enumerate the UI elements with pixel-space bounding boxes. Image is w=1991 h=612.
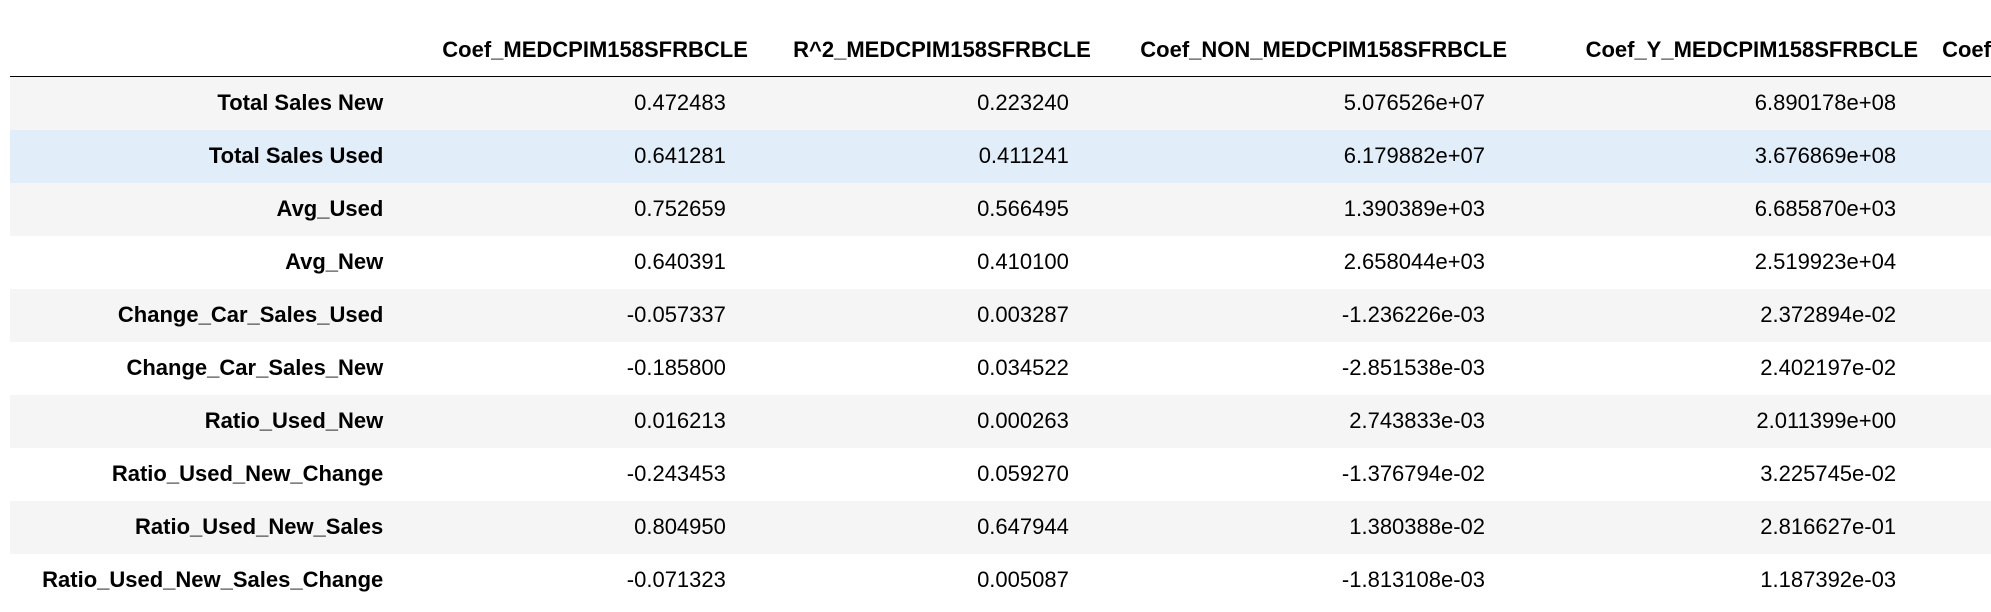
table-cell: 0.034522	[977, 355, 1069, 380]
table-cell: 2.816627e-01	[1760, 514, 1897, 539]
table-cell-clipped	[1918, 342, 1991, 395]
table-cell: 0.566495	[977, 196, 1069, 221]
row-index-label: Avg_New	[285, 249, 384, 274]
table-cell: 0.752659	[634, 196, 726, 221]
table-cell: -0.185800	[626, 355, 726, 380]
table-cell-clipped	[1918, 448, 1991, 501]
table-cell: 2.658044e+03	[1343, 249, 1486, 274]
table-cell: 6.685870e+03	[1754, 196, 1897, 221]
table-cell-clipped	[1918, 183, 1991, 236]
table-cell-clipped	[1918, 501, 1991, 554]
column-header: Coef_MEDCPIM158SFRBCLE	[406, 28, 748, 77]
table-cell: -1.813108e-03	[1341, 567, 1486, 592]
table-cell: 1.380388e-02	[1349, 514, 1486, 539]
table-cell: 0.005087	[977, 567, 1069, 592]
table-cell: 2.743833e-03	[1349, 408, 1486, 433]
row-index-label: Avg_Used	[276, 196, 384, 221]
table-cell: 0.000263	[977, 408, 1069, 433]
table-cell-clipped	[1918, 289, 1991, 342]
table-row: Ratio_Used_New_Change -0.243453 0.059270 -1…	[10, 447, 1991, 501]
header-row: Coef_MEDCPIM158SFRBCLE R^2_MEDCPIM158SFR…	[10, 28, 1991, 77]
table-cell-clipped	[1918, 130, 1991, 183]
table-cell: 0.641281	[634, 143, 726, 168]
table-cell: 0.411241	[978, 143, 1069, 168]
table-cell: -1.376794e-02	[1341, 461, 1486, 486]
table-cell: 2.519923e+04	[1754, 249, 1897, 274]
table-row: Total Sales New 0.472483 0.223240 5.076526e…	[10, 76, 1991, 130]
column-header: R^2_MEDCPIM158SFRBCLE	[747, 28, 1091, 77]
row-index-label: Total Sales Used	[208, 143, 384, 168]
table-cell: 6.890178e+08	[1754, 90, 1897, 116]
column-header: Coef	[1918, 28, 1991, 77]
table-cell: 3.225745e-02	[1760, 461, 1897, 486]
table-row: Ratio_Used_New_Sales_Change -0.071323 0.00…	[10, 553, 1991, 607]
table-row: Change_Car_Sales_New -0.185800 0.034522 -2.…	[10, 341, 1991, 395]
table-cell-clipped	[1918, 554, 1991, 607]
table-cell: 3.676869e+08	[1754, 143, 1897, 168]
table-cell: 1.187392e-03	[1760, 567, 1897, 592]
table-cell: 2.372894e-02	[1760, 302, 1897, 327]
table-header: Coef_MEDCPIM158SFRBCLE R^2_MEDCPIM158SFR…	[10, 28, 1991, 77]
table-cell: 5.076526e+07	[1343, 90, 1486, 116]
row-index-label: Total Sales New	[217, 90, 384, 116]
table-cell: -2.851538e-03	[1341, 355, 1486, 380]
row-index-label: Ratio_Used_New	[204, 408, 384, 433]
table-cell: 0.804950	[634, 514, 726, 539]
table-row: Ratio_Used_New 0.016213 0.000263 2.743833e-…	[10, 394, 1991, 448]
table-row: Total Sales Used 0.641281 0.411241 6.179882…	[10, 129, 1991, 183]
table-cell: 1.390389e+03	[1343, 196, 1486, 221]
table-cell: -0.057337	[626, 302, 726, 327]
table-body: Total Sales New 0.472483 0.223240 5.076526e…	[10, 76, 1991, 607]
table-cell: 0.647944	[977, 514, 1069, 539]
table-cell: 0.016213	[634, 408, 726, 433]
table-cell: -0.071323	[626, 567, 726, 592]
table-cell: -1.236226e-03	[1341, 302, 1486, 327]
row-index-label: Ratio_Used_New_Sales_Change	[42, 567, 384, 592]
row-index-label: Change_Car_Sales_Used	[117, 302, 384, 327]
table-cell-clipped	[1918, 395, 1991, 448]
table-row: Change_Car_Sales_Used -0.057337 0.003287 -1…	[10, 288, 1991, 342]
table-cell: 2.402197e-02	[1760, 355, 1897, 380]
column-header: Coef_Y_MEDCPIM158SFRBCLE	[1507, 28, 1919, 77]
table-row: Avg_New 0.640391 0.410100 2.658044e+03 2.519…	[10, 235, 1991, 289]
table-cell: 0.223240	[977, 90, 1069, 116]
index-header	[10, 28, 407, 77]
table-cell: 0.003287	[977, 302, 1069, 327]
table-cell: -0.243453	[626, 461, 726, 486]
table-cell-clipped	[1918, 77, 1991, 130]
row-index-label: Ratio_Used_New_Sales	[135, 514, 384, 539]
row-index-label: Change_Car_Sales_New	[126, 355, 384, 380]
table-cell: 0.410100	[977, 249, 1069, 274]
table-cell: 6.179882e+07	[1343, 143, 1486, 168]
table-row: Avg_Used 0.752659 0.566495 1.390389e+03 6.68…	[10, 182, 1991, 236]
dataframe-table: Coef_MEDCPIM158SFRBCLE R^2_MEDCPIM158SFR…	[10, 28, 1991, 607]
table-row: Ratio_Used_New_Sales 0.804950 0.647944 1.38…	[10, 500, 1991, 554]
column-header: Coef_NON_MEDCPIM158SFRBCLE	[1090, 28, 1508, 77]
table-cell: 0.640391	[634, 249, 726, 274]
table-cell: 0.472483	[634, 90, 726, 116]
table-cell-clipped	[1918, 236, 1991, 289]
table-cell: 0.059270	[977, 461, 1069, 486]
table-cell: 2.011399e+00	[1756, 408, 1897, 433]
row-index-label: Ratio_Used_New_Change	[111, 461, 384, 486]
